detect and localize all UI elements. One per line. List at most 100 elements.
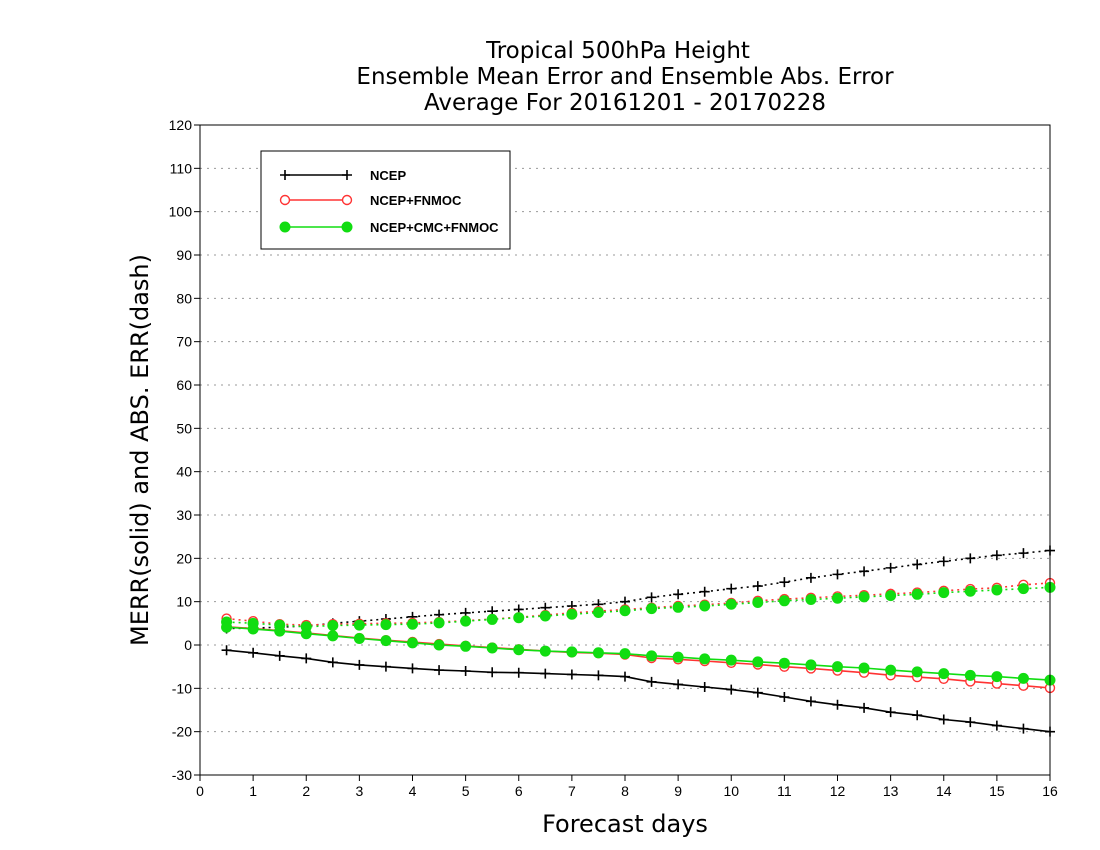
y-tick-label: 70 xyxy=(176,334,192,350)
data-point-merr-ncep-cmc-fnmoc xyxy=(433,639,445,651)
x-tick-label: 0 xyxy=(196,783,204,799)
data-point-merr-ncep xyxy=(832,699,843,710)
data-point-merr-ncep xyxy=(513,667,524,678)
data-point-merr-ncep-cmc-fnmoc xyxy=(566,646,578,658)
x-tick-label: 1 xyxy=(249,783,257,799)
x-tick-label: 4 xyxy=(409,783,417,799)
series-line-abserr-ncep-cmc-fnmoc xyxy=(226,586,1051,628)
legend-marker-ncep-fnmoc xyxy=(341,194,353,206)
data-point-abserr-ncep-cmc-fnmoc xyxy=(1017,583,1029,595)
data-point-abserr-ncep-cmc-fnmoc xyxy=(327,620,339,631)
series-ncep-cmc-fnmoc xyxy=(221,581,1056,686)
data-point-merr-ncep xyxy=(301,653,312,664)
data-point-merr-ncep-cmc-fnmoc xyxy=(858,662,870,674)
data-point-merr-ncep xyxy=(460,666,471,676)
data-point-merr-ncep xyxy=(1018,723,1029,734)
data-point-merr-ncep-cmc-fnmoc xyxy=(832,661,843,673)
data-point-merr-ncep-cmc-fnmoc xyxy=(513,644,525,656)
data-point-abserr-ncep-cmc-fnmoc xyxy=(646,603,658,615)
series-ncep xyxy=(221,545,1055,737)
data-point-abserr-ncep-cmc-fnmoc xyxy=(539,610,551,622)
data-point-abserr-ncep xyxy=(991,550,1002,561)
legend-items xyxy=(279,170,353,233)
data-point-merr-ncep-cmc-fnmoc xyxy=(778,657,790,669)
data-point-merr-ncep-cmc-fnmoc xyxy=(353,633,365,644)
data-point-merr-ncep-cmc-fnmoc xyxy=(672,651,684,663)
data-point-abserr-ncep xyxy=(938,556,949,567)
series-layer xyxy=(221,545,1056,737)
chart-title-line-2: Ensemble Mean Error and Ensemble Abs. Er… xyxy=(356,64,894,90)
data-point-abserr-ncep-cmc-fnmoc xyxy=(407,618,418,630)
data-point-merr-ncep-cmc-fnmoc xyxy=(938,668,950,680)
x-tick-label: 16 xyxy=(1042,783,1058,799)
data-point-merr-ncep xyxy=(859,702,870,713)
data-point-merr-ncep xyxy=(673,679,684,690)
x-tick-label: 3 xyxy=(355,783,363,799)
data-point-abserr-ncep xyxy=(965,553,976,564)
x-tick-label: 10 xyxy=(723,783,739,799)
data-point-merr-ncep-cmc-fnmoc xyxy=(619,648,631,660)
y-tick-label: 40 xyxy=(176,464,192,480)
data-point-merr-ncep xyxy=(938,714,949,725)
chart-title-line-1: Tropical 500hPa Height xyxy=(485,38,750,64)
data-point-abserr-ncep xyxy=(885,562,896,573)
data-point-merr-ncep-cmc-fnmoc xyxy=(885,664,897,676)
y-tick-label: 60 xyxy=(176,377,192,393)
x-tick-label: 15 xyxy=(989,783,1005,799)
data-point-merr-ncep xyxy=(248,647,259,658)
data-point-abserr-ncep-cmc-fnmoc xyxy=(433,617,445,629)
data-point-merr-ncep-cmc-fnmoc xyxy=(752,656,764,668)
y-tick-label: 90 xyxy=(176,247,192,263)
data-point-abserr-ncep-cmc-fnmoc xyxy=(619,605,631,617)
series-line-abserr-ncep-fnmoc xyxy=(226,582,1051,626)
data-point-merr-ncep xyxy=(354,659,365,670)
y-tick-label: 110 xyxy=(170,160,193,176)
data-point-merr-ncep xyxy=(779,692,790,702)
y-tick-label: -30 xyxy=(172,767,192,783)
y-tick-label: -20 xyxy=(172,724,192,740)
data-point-abserr-ncep xyxy=(859,566,870,577)
y-tick-label: 10 xyxy=(176,594,192,610)
y-tick-label: -10 xyxy=(172,680,192,696)
data-point-merr-ncep xyxy=(965,717,976,728)
data-point-merr-ncep xyxy=(221,645,232,656)
plot-frame xyxy=(199,124,1051,776)
series-line-merr-ncep-cmc-fnmoc xyxy=(226,626,1051,681)
chart-title-line-3: Average For 20161201 - 20170228 xyxy=(424,90,826,116)
series-ncep-fnmoc xyxy=(221,577,1056,694)
data-point-merr-ncep-cmc-fnmoc xyxy=(699,653,711,665)
data-point-merr-ncep-cmc-fnmoc xyxy=(1017,672,1029,684)
data-point-merr-ncep-cmc-fnmoc xyxy=(460,640,472,652)
data-point-merr-ncep-cmc-fnmoc xyxy=(911,666,923,678)
x-tick-label: 6 xyxy=(515,783,523,799)
data-point-merr-ncep-cmc-fnmoc xyxy=(539,645,551,657)
y-tick-label: 50 xyxy=(176,420,192,436)
data-point-merr-ncep-cmc-fnmoc xyxy=(221,621,233,633)
series-line-abserr-ncep xyxy=(226,549,1051,630)
data-point-merr-ncep-cmc-fnmoc xyxy=(964,669,976,681)
y-tick-label: 0 xyxy=(184,637,192,653)
data-point-merr-ncep-cmc-fnmoc xyxy=(725,654,737,666)
data-point-abserr-ncep-cmc-fnmoc xyxy=(566,608,578,620)
x-tick-label: 8 xyxy=(621,783,629,799)
data-point-abserr-ncep xyxy=(673,589,684,600)
data-point-abserr-ncep-cmc-fnmoc xyxy=(725,598,737,610)
data-point-merr-ncep-cmc-fnmoc xyxy=(646,650,658,662)
y-tick-label: 30 xyxy=(176,507,192,523)
data-point-abserr-ncep xyxy=(779,577,790,588)
y-tick-label: 120 xyxy=(169,117,193,133)
legend-marker-ncep xyxy=(342,170,352,180)
data-point-abserr-ncep-cmc-fnmoc xyxy=(752,597,764,609)
x-tick-label: 11 xyxy=(777,783,792,799)
data-point-abserr-ncep-cmc-fnmoc xyxy=(805,594,817,605)
data-point-abserr-ncep-cmc-fnmoc xyxy=(911,588,923,600)
data-point-abserr-ncep-cmc-fnmoc xyxy=(592,607,604,618)
data-point-merr-ncep xyxy=(327,657,338,668)
data-point-merr-ncep xyxy=(434,665,445,676)
data-point-abserr-ncep-cmc-fnmoc xyxy=(513,612,525,624)
data-point-merr-ncep-cmc-fnmoc xyxy=(300,628,312,640)
data-point-abserr-ncep-cmc-fnmoc xyxy=(858,591,870,603)
data-point-abserr-ncep-cmc-fnmoc xyxy=(672,601,684,613)
x-tick-label: 9 xyxy=(674,783,682,799)
x-tick-label: 5 xyxy=(462,783,470,799)
